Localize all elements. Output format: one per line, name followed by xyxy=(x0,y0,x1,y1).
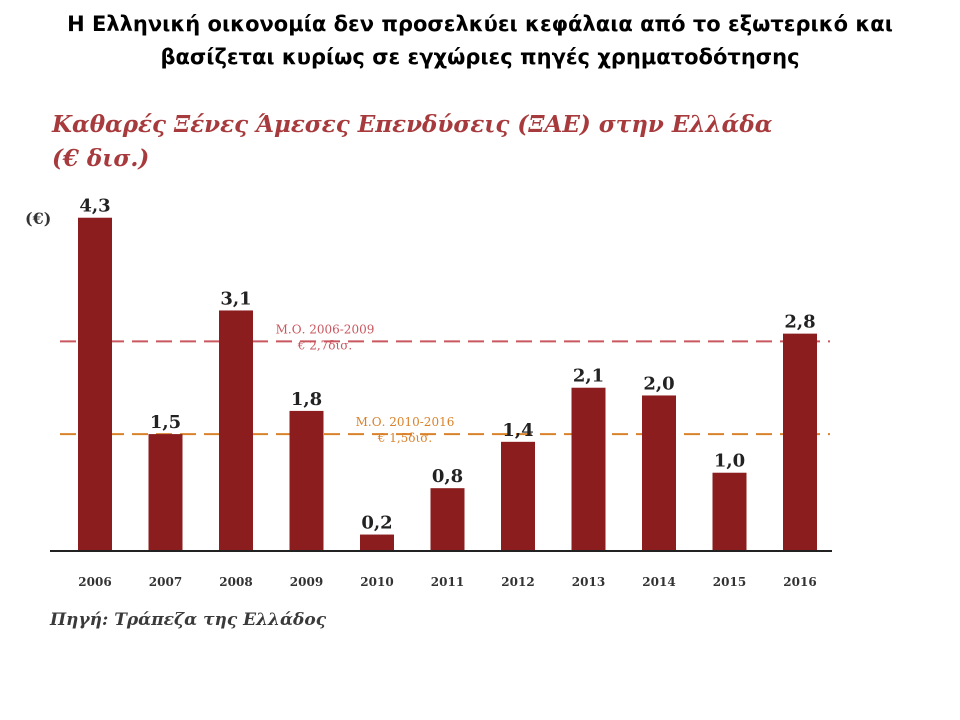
data-label: 2,0 xyxy=(643,373,674,394)
x-tick-label: 2006 xyxy=(78,575,111,589)
x-tick-label: 2009 xyxy=(290,575,323,589)
bar xyxy=(360,534,394,550)
value-labels: 4,3 1,5 3,1 1,8 0,2 0,8 1,4 2,1 2,0 1,0 2,8 xyxy=(79,196,815,534)
chart-title-line-2: (€ δισ.) xyxy=(52,145,150,172)
reference-line-label: Μ.Ο. 2006-2009 xyxy=(276,322,375,336)
reference-line-sublabel: € 1,5δισ. xyxy=(377,431,432,445)
x-tick-label: 2015 xyxy=(713,575,746,589)
data-label: 1,4 xyxy=(502,420,533,441)
x-tick-label: 2007 xyxy=(149,575,182,589)
bar xyxy=(148,434,183,550)
reference-line-sublabel: € 2,7δισ. xyxy=(297,338,352,352)
data-label: 4,3 xyxy=(79,196,110,217)
x-tick-label: 2012 xyxy=(501,575,534,589)
reference-lines: Μ.Ο. 2006-2009 € 2,7δισ. Μ.Ο. 2010-2016 € 1… xyxy=(60,322,830,445)
data-label: 0,8 xyxy=(432,466,463,487)
data-label: 1,8 xyxy=(291,389,322,410)
bars xyxy=(78,217,817,550)
bar xyxy=(219,310,253,550)
data-label: 0,2 xyxy=(361,513,392,534)
bar xyxy=(78,217,112,550)
y-axis-label: (€) xyxy=(25,209,51,228)
source-note: Πηγή: Τράπεζα της Ελλάδος xyxy=(50,610,327,630)
x-tick-label: 2010 xyxy=(360,575,393,589)
bar xyxy=(571,387,606,550)
data-label: 1,0 xyxy=(714,451,745,472)
data-label: 1,5 xyxy=(150,412,181,433)
reference-line-label: Μ.Ο. 2010-2016 xyxy=(356,415,455,429)
bar xyxy=(642,395,676,550)
x-tick-label: 2011 xyxy=(431,575,464,589)
x-tick-label: 2014 xyxy=(642,575,675,589)
bar xyxy=(783,333,817,550)
x-tick-label: 2013 xyxy=(572,575,605,589)
x-tick-labels: 2006 2007 2008 2009 2010 2011 2012 2013 2014 2015… xyxy=(78,575,816,589)
bar xyxy=(289,410,324,550)
bar xyxy=(501,441,535,550)
x-tick-label: 2008 xyxy=(219,575,252,589)
data-label: 2,8 xyxy=(784,312,815,333)
x-tick-label: 2016 xyxy=(783,575,816,589)
data-label: 3,1 xyxy=(220,288,251,309)
chart-title-line-1: Καθαρές Ξένες Άμεσες Επενδύσεις (ΞΑΕ) στ… xyxy=(52,111,773,138)
slide-title: Η Ελληνική οικονομία δεν προσελκύει κεφά… xyxy=(0,8,960,74)
data-label: 2,1 xyxy=(573,366,604,387)
bar xyxy=(712,472,747,550)
slide-title-line-2: βασίζεται κυρίως σε εγχώριες πηγές χρημα… xyxy=(160,45,800,69)
bar xyxy=(430,488,465,550)
chart-title: Καθαρές Ξένες Άμεσες Επενδύσεις (ΞΑΕ) στ… xyxy=(52,108,912,176)
slide-title-line-1: Η Ελληνική οικονομία δεν προσελκύει κεφά… xyxy=(67,12,893,36)
